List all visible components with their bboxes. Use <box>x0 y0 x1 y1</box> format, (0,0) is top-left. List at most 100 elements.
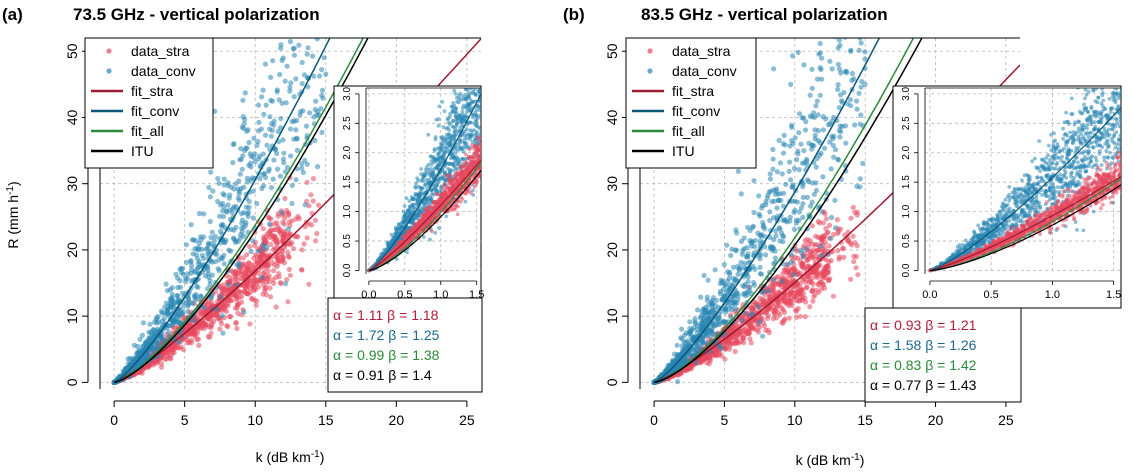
data-stra-point <box>272 227 278 233</box>
data-stra-point <box>301 241 307 247</box>
inset-stra-point <box>423 220 428 225</box>
data-conv-point <box>216 180 222 186</box>
inset-conv-point <box>476 125 481 129</box>
data-stra-point <box>269 260 275 266</box>
chart-title: 73.5 GHz - vertical polarization <box>73 5 320 24</box>
data-stra-point <box>249 269 255 275</box>
data-conv-point <box>250 238 256 244</box>
inset-conv-point <box>480 187 481 190</box>
data-conv-point <box>305 84 311 90</box>
data-conv-point <box>185 271 191 277</box>
inset-conv-point <box>478 82 482 86</box>
inset-conv-point <box>480 73 484 77</box>
inset-stra-point <box>464 160 469 165</box>
inset-conv-point <box>479 78 483 82</box>
inset-conv-point <box>458 146 463 151</box>
data-stra-point <box>244 265 250 271</box>
inset-fit-line-fit-conv <box>368 92 481 272</box>
data-conv-point <box>171 318 178 324</box>
inset-conv-point <box>438 155 443 159</box>
inset-conv-point <box>427 177 431 182</box>
inset-conv-point <box>473 77 477 81</box>
data-conv-point <box>255 138 261 145</box>
inset-conv-point <box>454 121 459 126</box>
data-conv-point <box>268 133 274 139</box>
inset-conv-point <box>479 55 483 59</box>
data-conv-point <box>201 211 207 217</box>
data-stra-point <box>275 213 281 219</box>
inset-conv-point <box>434 184 438 189</box>
inset-conv-point <box>479 50 483 54</box>
data-conv-point <box>300 169 306 176</box>
data-conv-point <box>231 186 237 192</box>
data-stra-point <box>205 333 211 340</box>
inset-conv-point <box>421 179 426 184</box>
data-conv-point <box>256 119 262 125</box>
data-conv-point <box>184 299 190 306</box>
data-conv-point <box>174 293 180 299</box>
data-conv-point <box>233 224 239 230</box>
inset-stra-point <box>429 229 434 234</box>
inset-stra-point <box>444 174 449 178</box>
data-conv-point <box>299 59 305 66</box>
data-conv-point <box>305 45 311 51</box>
data-stra-point <box>253 302 259 308</box>
inset-conv-point <box>453 78 457 82</box>
data-stra-point <box>304 179 310 185</box>
data-stra-point <box>223 308 229 315</box>
data-conv-point <box>208 169 214 175</box>
inset-conv-point <box>419 167 424 171</box>
data-stra-point <box>254 281 260 287</box>
data-conv-point <box>277 31 282 36</box>
data-conv-point <box>164 325 170 331</box>
data-conv-point <box>206 184 212 191</box>
data-conv-point <box>261 111 267 117</box>
data-conv-point <box>159 310 165 316</box>
data-stra-point <box>268 241 274 247</box>
data-stra-point <box>304 235 310 241</box>
inset-conv-point <box>449 104 454 109</box>
inset-conv-point <box>469 78 473 82</box>
data-conv-point <box>299 161 305 167</box>
inset-conv-point <box>424 167 428 172</box>
data-stra-point <box>158 360 165 367</box>
data-conv-point <box>188 259 194 265</box>
data-conv-point <box>278 42 284 48</box>
inset-conv-point <box>460 94 465 99</box>
data-conv-point <box>166 329 172 335</box>
data-stra-point <box>237 270 243 276</box>
data-conv-point <box>206 250 212 256</box>
data-conv-point <box>259 94 265 100</box>
inset-conv-point <box>459 121 464 125</box>
inset-plot: 0.0 0.5 1.0 1.50.00.51.01.52.02.53.0 <box>333 50 486 309</box>
data-conv-point <box>302 202 308 208</box>
data-stra-point <box>259 258 265 264</box>
data-conv-point <box>205 240 212 246</box>
data-stra-point <box>224 323 230 329</box>
inset-conv-point <box>474 108 479 113</box>
inset-conv-point <box>436 123 441 128</box>
inset-conv-point <box>401 220 406 225</box>
data-conv-point <box>205 271 211 277</box>
data-conv-point <box>240 97 246 103</box>
data-stra-point <box>266 215 272 221</box>
inset-conv-point <box>481 127 485 131</box>
inset-conv-point <box>426 168 431 172</box>
inset-conv-point <box>479 62 483 66</box>
data-stra-point <box>244 252 250 258</box>
data-stra-point <box>285 299 291 305</box>
data-stra-point <box>306 281 312 287</box>
inset-conv-point <box>447 162 452 167</box>
inset-conv-point <box>414 181 419 186</box>
inset-stra-point <box>431 200 435 205</box>
data-conv-point <box>262 61 268 67</box>
inset-conv-point <box>482 159 486 163</box>
data-conv-point <box>321 55 327 61</box>
inset-conv-point <box>411 197 416 202</box>
data-conv-point <box>268 185 275 191</box>
inset-conv-point <box>452 137 457 142</box>
inset-conv-point <box>456 162 460 167</box>
data-stra-point <box>246 244 253 250</box>
inset-conv-point <box>426 162 431 167</box>
data-conv-point <box>195 261 202 267</box>
